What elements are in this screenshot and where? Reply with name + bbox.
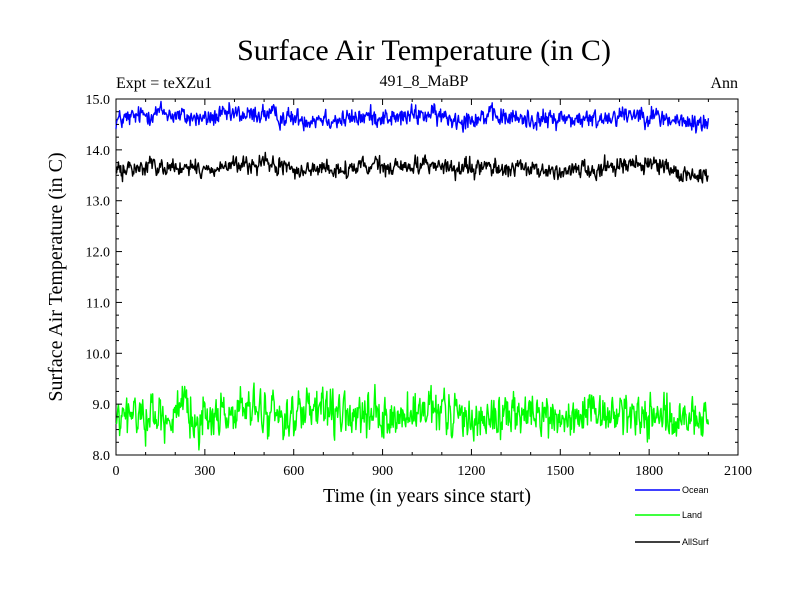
legend-label-land: Land: [682, 510, 702, 520]
y-tick-label: 13.0: [86, 195, 111, 210]
x-tick-label: 600: [283, 464, 304, 479]
series-line-land: [115, 382, 710, 451]
y-tick-label: 9.0: [93, 398, 111, 413]
y-tick-label: 11.0: [86, 296, 110, 311]
series-line-ocean: [115, 100, 710, 134]
chart-title: Surface Air Temperature (in C): [237, 34, 611, 67]
x-tick-label: 1200: [457, 464, 485, 479]
chart-subtitle-right: Ann: [710, 75, 738, 92]
y-tick-label: 12.0: [86, 246, 111, 261]
x-axis-label: Time (in years since start): [323, 485, 531, 507]
legend-label-allsurf: AllSurf: [682, 537, 709, 547]
x-tick-label: 2100: [724, 464, 752, 479]
y-tick-label: 15.0: [86, 93, 111, 108]
y-tick-label: 8.0: [93, 449, 111, 464]
x-axis: 0 300 600 900 1200 1500 1800 2100: [113, 99, 752, 479]
x-tick-label: 900: [372, 464, 393, 479]
series-line-allsurf: [115, 151, 709, 184]
series-layer: [115, 100, 710, 451]
x-tick-label: 1800: [635, 464, 663, 479]
chart-subtitle-left: Expt = teXZu1: [116, 75, 212, 92]
chart-subtitle-center: 491_8_MaBP: [380, 73, 469, 90]
y-axis: 8.0 9.0 10.0 11.0 12.0 13.0 14.0 15.0: [86, 93, 738, 464]
y-axis-label: Surface Air Temperature (in C): [45, 152, 67, 401]
x-tick-label: 300: [194, 464, 215, 479]
y-tick-label: 10.0: [86, 347, 111, 362]
legend: Ocean Land AllSurf: [635, 485, 709, 547]
x-tick-label: 1500: [546, 464, 574, 479]
x-tick-label: 0: [113, 464, 120, 479]
legend-label-ocean: Ocean: [682, 485, 709, 495]
y-tick-label: 14.0: [86, 144, 111, 159]
